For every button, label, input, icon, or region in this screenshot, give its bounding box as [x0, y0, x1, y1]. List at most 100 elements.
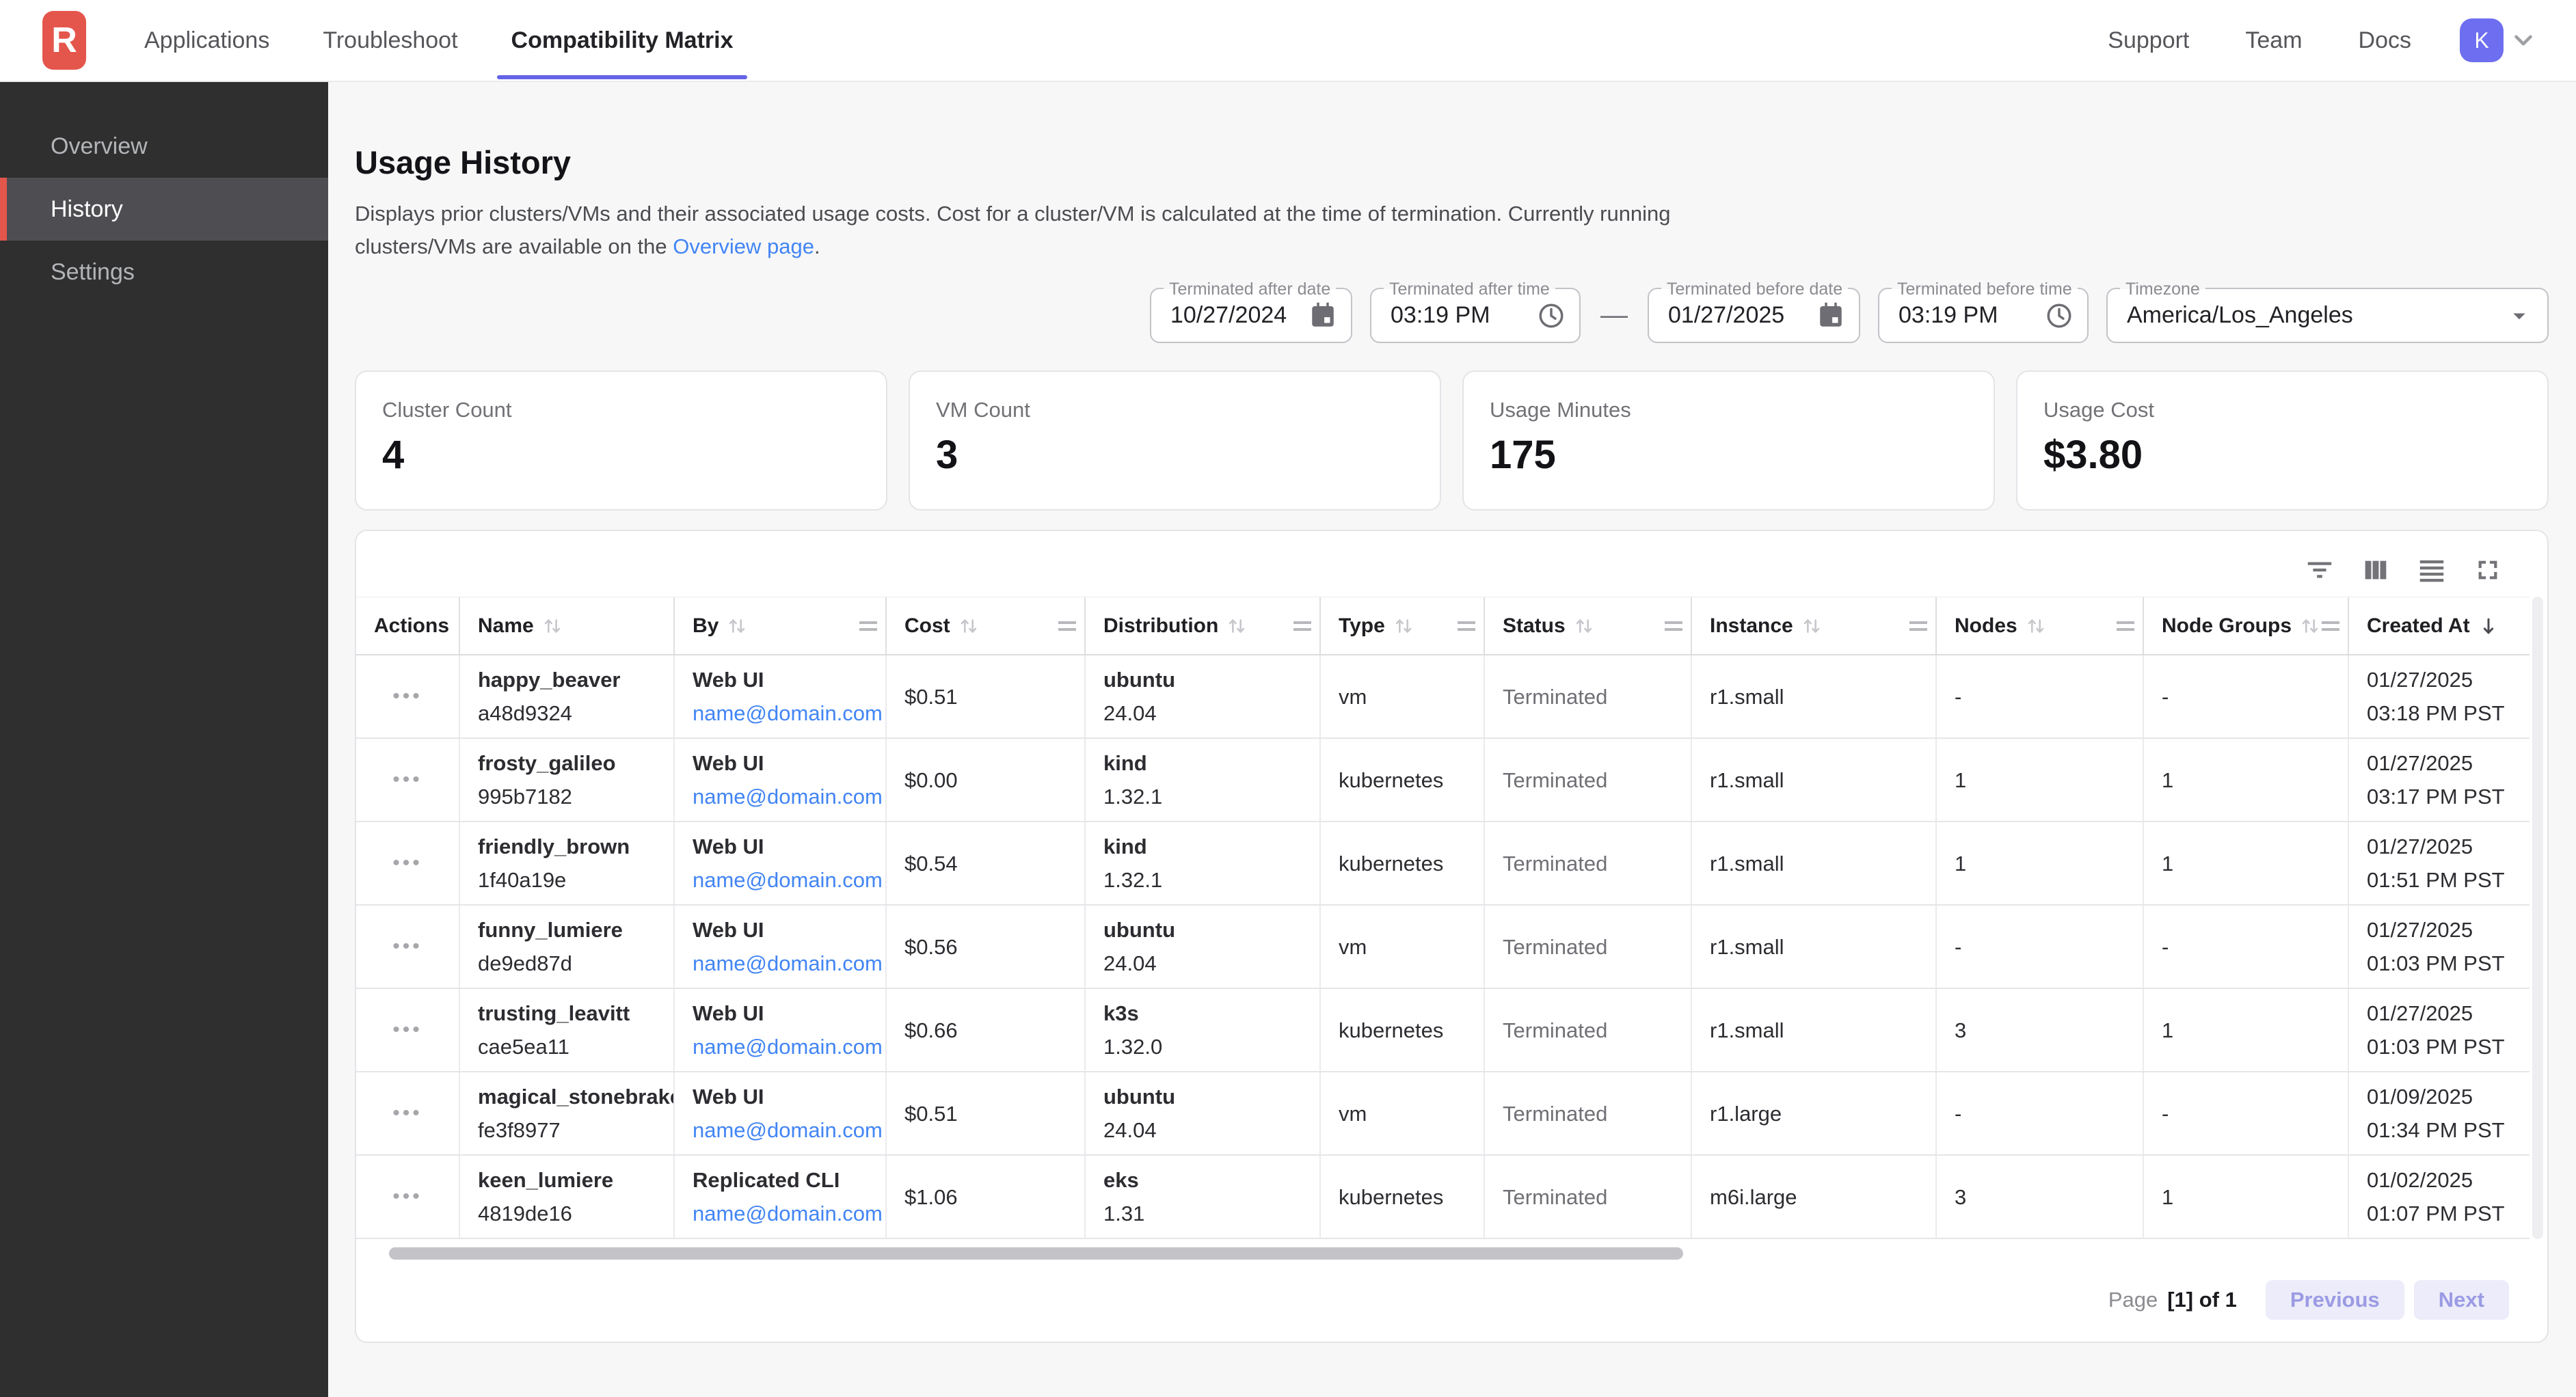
dropdown-arrow-icon[interactable]: [2505, 301, 2534, 330]
column-menu-icon[interactable]: [1665, 621, 1682, 631]
sort-icon[interactable]: [2298, 614, 2322, 638]
column-header-by[interactable]: By: [675, 597, 887, 654]
nav-troubleshoot[interactable]: Troubleshoot: [296, 0, 484, 81]
email-link[interactable]: name@domain.com: [693, 701, 883, 725]
terminated-after-date-field[interactable]: Terminated after date 10/27/2024: [1150, 278, 1352, 343]
email-link[interactable]: name@domain.com: [693, 1202, 883, 1225]
email-link[interactable]: name@domain.com: [693, 785, 883, 809]
node-groups-value: 1: [2162, 768, 2174, 792]
email-link[interactable]: name@domain.com: [693, 951, 883, 975]
pagination: Page [1] of 1 Previous Next: [2108, 1280, 2509, 1320]
sort-desc-icon[interactable]: [2477, 614, 2500, 638]
column-menu-icon[interactable]: [1458, 621, 1475, 631]
column-header-nodes[interactable]: Nodes: [1937, 597, 2144, 654]
sort-icon[interactable]: [1392, 614, 1415, 638]
row-actions-button[interactable]: •••: [392, 685, 422, 707]
instance-value: r1.small: [1710, 684, 1784, 709]
columns-icon[interactable]: [2360, 554, 2391, 586]
cell-actions: •••: [356, 1156, 460, 1238]
column-label: Distribution: [1103, 614, 1219, 637]
cell-node-groups: 1: [2144, 739, 2349, 821]
sidebar-item-settings[interactable]: Settings: [51, 258, 135, 285]
column-header-created-at[interactable]: Created At: [2349, 597, 2530, 654]
active-tab-underline: [496, 75, 748, 79]
cell-nodes: -: [1937, 906, 2144, 988]
cell-name: frosty_galileo 995b7182: [460, 739, 675, 821]
cost-value: $1.06: [904, 1184, 958, 1209]
column-header-node-groups[interactable]: Node Groups: [2144, 597, 2349, 654]
cell-name: funny_lumiere de9ed87d: [460, 906, 675, 988]
calendar-icon[interactable]: [1309, 301, 1337, 330]
column-menu-icon[interactable]: [1058, 621, 1076, 631]
created-by-method: Web UI: [693, 668, 764, 692]
row-actions-button[interactable]: •••: [392, 1185, 422, 1208]
nav-applications[interactable]: Applications: [118, 0, 296, 81]
sort-icon[interactable]: [1225, 614, 1248, 638]
sidebar-item-overview[interactable]: Overview: [51, 133, 148, 159]
terminated-before-time-field[interactable]: Terminated before time 03:19 PM: [1878, 278, 2089, 343]
cell-distribution: eks 1.31: [1086, 1156, 1321, 1238]
cell-name: magical_stonebraker fe3f8977: [460, 1072, 675, 1154]
vertical-scrollbar[interactable]: [2532, 597, 2543, 1239]
created-date: 01/27/2025: [2367, 751, 2473, 775]
nav-docs[interactable]: Docs: [2358, 27, 2411, 53]
email-link[interactable]: name@domain.com: [693, 1035, 883, 1059]
created-by-method: Web UI: [693, 751, 764, 775]
sort-icon[interactable]: [541, 614, 564, 638]
filter-icon[interactable]: [2304, 554, 2335, 586]
column-header-status[interactable]: Status: [1485, 597, 1692, 654]
nav-team[interactable]: Team: [2245, 27, 2303, 53]
nav-compatibility-matrix[interactable]: Compatibility Matrix: [485, 0, 760, 81]
clock-icon[interactable]: [2045, 301, 2074, 330]
overview-page-link[interactable]: Overview page: [673, 234, 815, 258]
timezone-select[interactable]: Timezone America/Los_Angeles: [2106, 278, 2549, 343]
table-row: ••• frosty_galileo 995b7182 Web UI name@doma…: [356, 739, 2530, 822]
sidebar-item-history[interactable]: History: [0, 178, 328, 241]
sort-icon[interactable]: [725, 614, 749, 638]
sort-icon[interactable]: [2024, 614, 2048, 638]
clock-icon[interactable]: [1537, 301, 1566, 330]
created-by-method: Web UI: [693, 1085, 764, 1109]
column-menu-icon[interactable]: [859, 621, 877, 631]
cell-node-groups: -: [2144, 1072, 2349, 1154]
cell-type: kubernetes: [1321, 822, 1485, 904]
row-actions-button[interactable]: •••: [392, 1102, 422, 1124]
app-logo[interactable]: R: [42, 11, 86, 70]
avatar[interactable]: K: [2460, 18, 2504, 62]
density-icon[interactable]: [2416, 554, 2447, 586]
column-header-distribution[interactable]: Distribution: [1086, 597, 1321, 654]
email-link[interactable]: name@domain.com: [693, 868, 883, 892]
row-actions-button[interactable]: •••: [392, 1018, 422, 1041]
column-menu-icon[interactable]: [1293, 621, 1311, 631]
column-header-cost[interactable]: Cost: [887, 597, 1086, 654]
column-menu-icon[interactable]: [2322, 621, 2340, 631]
nav-applications-label: Applications: [144, 27, 270, 53]
type-value: kubernetes: [1339, 768, 1444, 792]
terminated-before-date-field[interactable]: Terminated before date 01/27/2025: [1648, 278, 1860, 343]
distribution-version: 24.04: [1103, 701, 1157, 725]
column-header-actions: Actions: [356, 597, 460, 654]
type-value: vm: [1339, 684, 1367, 709]
previous-button[interactable]: Previous: [2265, 1280, 2404, 1320]
fullscreen-icon[interactable]: [2472, 554, 2504, 586]
sort-icon[interactable]: [1800, 614, 1823, 638]
next-button[interactable]: Next: [2413, 1280, 2509, 1320]
column-header-instance[interactable]: Instance: [1692, 597, 1937, 654]
nav-support[interactable]: Support: [2108, 27, 2190, 53]
chevron-down-icon[interactable]: [2509, 26, 2538, 55]
cell-nodes: -: [1937, 1072, 2144, 1154]
row-actions-button[interactable]: •••: [392, 935, 422, 958]
column-header-type[interactable]: Type: [1321, 597, 1485, 654]
distribution-version: 1.32.1: [1103, 868, 1163, 892]
sort-icon[interactable]: [1572, 614, 1596, 638]
sort-icon[interactable]: [957, 614, 980, 638]
column-menu-icon[interactable]: [2117, 621, 2134, 631]
terminated-after-time-field[interactable]: Terminated after time 03:19 PM: [1370, 278, 1581, 343]
horizontal-scrollbar[interactable]: [389, 1247, 1683, 1260]
row-actions-button[interactable]: •••: [392, 768, 422, 791]
column-menu-icon[interactable]: [1909, 621, 1927, 631]
row-actions-button[interactable]: •••: [392, 852, 422, 874]
column-header-name[interactable]: Name: [460, 597, 675, 654]
email-link[interactable]: name@domain.com: [693, 1118, 883, 1142]
calendar-icon[interactable]: [1816, 301, 1845, 330]
